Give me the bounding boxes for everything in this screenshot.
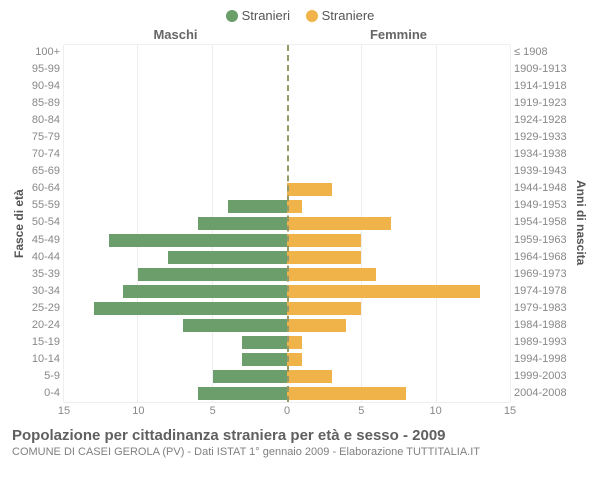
- bar-female: [287, 319, 346, 332]
- bar-male: [242, 336, 287, 349]
- chart-area: Fasce di età 100+95-9990-9485-8980-8475-…: [12, 44, 588, 403]
- y-label-year: 1984-1988: [514, 317, 574, 334]
- legend-item-male: Stranieri: [226, 8, 290, 23]
- legend-swatch-female: [306, 10, 318, 22]
- y-label-year: 1909-1913: [514, 61, 574, 78]
- bar-female: [287, 200, 302, 213]
- y-label-year: 1929-1933: [514, 129, 574, 146]
- bar-female: [287, 353, 302, 366]
- x-tick: 15: [58, 405, 70, 417]
- side-titles: Maschi Femmine: [12, 27, 588, 42]
- y-label-year: 1934-1938: [514, 146, 574, 163]
- y-label-year: 1939-1943: [514, 163, 574, 180]
- y-label-year: 1979-1983: [514, 300, 574, 317]
- chart-title: Popolazione per cittadinanza straniera p…: [12, 427, 588, 444]
- bar-male: [183, 319, 287, 332]
- y-label-age: 65-69: [26, 163, 60, 180]
- side-title-left: Maschi: [64, 27, 287, 42]
- y-label-age: 5-9: [26, 368, 60, 385]
- y-label-age: 60-64: [26, 180, 60, 197]
- bar-male: [213, 370, 287, 383]
- legend-swatch-male: [226, 10, 238, 22]
- bar-female: [287, 370, 332, 383]
- y-label-year: 1999-2003: [514, 368, 574, 385]
- x-tick: 5: [358, 405, 364, 417]
- y-label-year: 1994-1998: [514, 351, 574, 368]
- y-label-age: 25-29: [26, 300, 60, 317]
- side-title-right: Femmine: [287, 27, 510, 42]
- x-tick: 10: [430, 405, 442, 417]
- bar-female: [287, 268, 376, 281]
- grid-line: [510, 45, 511, 402]
- y-label-age: 20-24: [26, 317, 60, 334]
- y-label-age: 95-99: [26, 61, 60, 78]
- x-tick: 15: [504, 405, 516, 417]
- y-label-year: 1944-1948: [514, 180, 574, 197]
- bar-female: [287, 183, 332, 196]
- bar-female: [287, 336, 302, 349]
- bar-male: [123, 285, 287, 298]
- bar-male: [198, 387, 287, 400]
- bar-female: [287, 234, 361, 247]
- y-label-year: 1964-1968: [514, 249, 574, 266]
- y-label-year: 1974-1978: [514, 283, 574, 300]
- y-label-age: 0-4: [26, 385, 60, 402]
- y-label-age: 50-54: [26, 214, 60, 231]
- y-label-year: 1949-1953: [514, 197, 574, 214]
- x-axis-right: 51015: [287, 403, 510, 421]
- bar-female: [287, 302, 361, 315]
- y-label-year: 1969-1973: [514, 266, 574, 283]
- y-label-age: 30-34: [26, 283, 60, 300]
- legend-item-female: Straniere: [306, 8, 375, 23]
- zero-line: [287, 45, 289, 402]
- y-label-year: 1989-1993: [514, 334, 574, 351]
- y-label-age: 90-94: [26, 78, 60, 95]
- x-axis: 051015 51015: [64, 403, 510, 421]
- y-label-age: 55-59: [26, 197, 60, 214]
- y-label-age: 45-49: [26, 232, 60, 249]
- legend-label-female: Straniere: [322, 8, 375, 23]
- bar-female: [287, 217, 391, 230]
- y-label-year: 1959-1963: [514, 232, 574, 249]
- bar-male: [168, 251, 287, 264]
- y-label-age: 15-19: [26, 334, 60, 351]
- x-axis-left: 051015: [64, 403, 287, 421]
- legend-label-male: Stranieri: [242, 8, 290, 23]
- bar-male: [242, 353, 287, 366]
- y-label-age: 70-74: [26, 146, 60, 163]
- y-label-year: 1914-1918: [514, 78, 574, 95]
- y-label-age: 85-89: [26, 95, 60, 112]
- y-label-year: 1954-1958: [514, 214, 574, 231]
- plot-area: [64, 44, 510, 403]
- y-label-year: 1919-1923: [514, 95, 574, 112]
- y-axis-title-right: Anni di nascita: [574, 44, 588, 403]
- y-label-age: 35-39: [26, 266, 60, 283]
- y-label-age: 40-44: [26, 249, 60, 266]
- y-axis-labels-left: 100+95-9990-9485-8980-8475-7970-7465-696…: [26, 44, 64, 403]
- y-axis-title-left: Fasce di età: [12, 44, 26, 403]
- y-axis-labels-right: ≤ 19081909-19131914-19181919-19231924-19…: [510, 44, 574, 403]
- y-label-year: 2004-2008: [514, 385, 574, 402]
- chart-container: Stranieri Straniere Maschi Femmine Fasce…: [0, 0, 600, 500]
- y-label-age: 10-14: [26, 351, 60, 368]
- bar-male: [94, 302, 287, 315]
- x-tick: 5: [210, 405, 216, 417]
- bar-male: [228, 200, 287, 213]
- footer: Popolazione per cittadinanza straniera p…: [12, 427, 588, 458]
- chart-subtitle: COMUNE DI CASEI GEROLA (PV) - Dati ISTAT…: [12, 446, 588, 458]
- x-tick: 10: [132, 405, 144, 417]
- bar-female: [287, 387, 406, 400]
- y-label-year: 1924-1928: [514, 112, 574, 129]
- bar-female: [287, 285, 480, 298]
- bar-male: [109, 234, 287, 247]
- y-label-year: ≤ 1908: [514, 44, 574, 61]
- bar-male: [138, 268, 287, 281]
- bar-male: [198, 217, 287, 230]
- y-label-age: 75-79: [26, 129, 60, 146]
- y-label-age: 100+: [26, 44, 60, 61]
- bar-female: [287, 251, 361, 264]
- legend: Stranieri Straniere: [12, 8, 588, 25]
- y-label-age: 80-84: [26, 112, 60, 129]
